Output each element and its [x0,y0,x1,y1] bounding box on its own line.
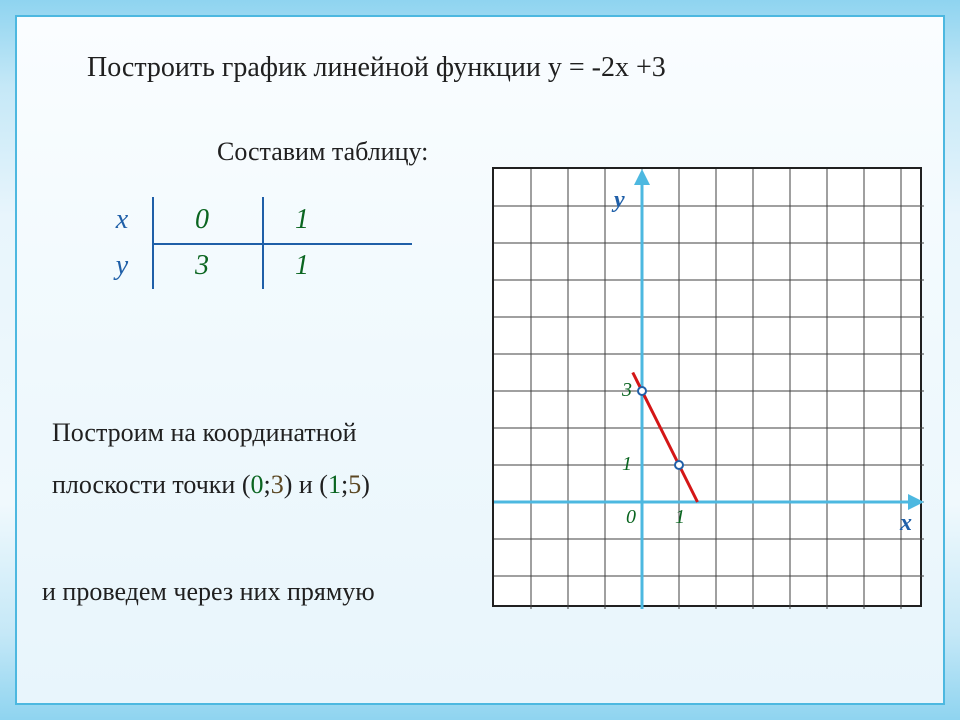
table-y1: 1 [252,250,352,282]
table-x1: 1 [252,204,352,236]
pt1-x: 0 [250,470,263,499]
step1-text: Построим на координатной плоскости точки… [52,407,370,511]
slide-subtitle: Составим таблицу: [217,137,428,167]
step2-text: и проведем через них прямую [42,577,375,607]
table-header-x: x [92,204,152,236]
step1-line1: Построим на координатной [52,418,357,447]
table-vline-2 [262,197,264,289]
table-hline [152,243,412,245]
slide-frame: Построить график линейной функции y = -2… [15,15,945,705]
chart-svg [494,169,924,609]
table-header-y: y [92,250,152,282]
x-axis-label: x [900,510,912,537]
pt2-x: 1 [328,470,341,499]
tick-zero: 0 [626,506,636,529]
table-y0: 3 [152,250,252,282]
pt1-y: 3 [271,470,284,499]
pt2-y: 5 [348,470,361,499]
tick-x1: 1 [675,506,685,529]
step1-line2a: плоскости точки ( [52,470,250,499]
coordinate-plane: y x 0 1 1 3 [492,167,922,607]
step1-line2c: ) [361,470,370,499]
table-row: x 0 1 [92,197,352,243]
table-x0: 0 [152,204,252,236]
tick-y3: 3 [622,379,632,402]
table-row: y 3 1 [92,243,352,289]
y-axis-label: y [614,187,625,214]
table-vline-1 [152,197,154,289]
tick-y1: 1 [622,453,632,476]
slide-title: Построить график линейной функции y = -2… [87,52,666,84]
pt-sep1: ; [263,470,270,499]
value-table: x 0 1 y 3 1 [92,197,352,289]
step1-line2b: ) и ( [284,470,328,499]
